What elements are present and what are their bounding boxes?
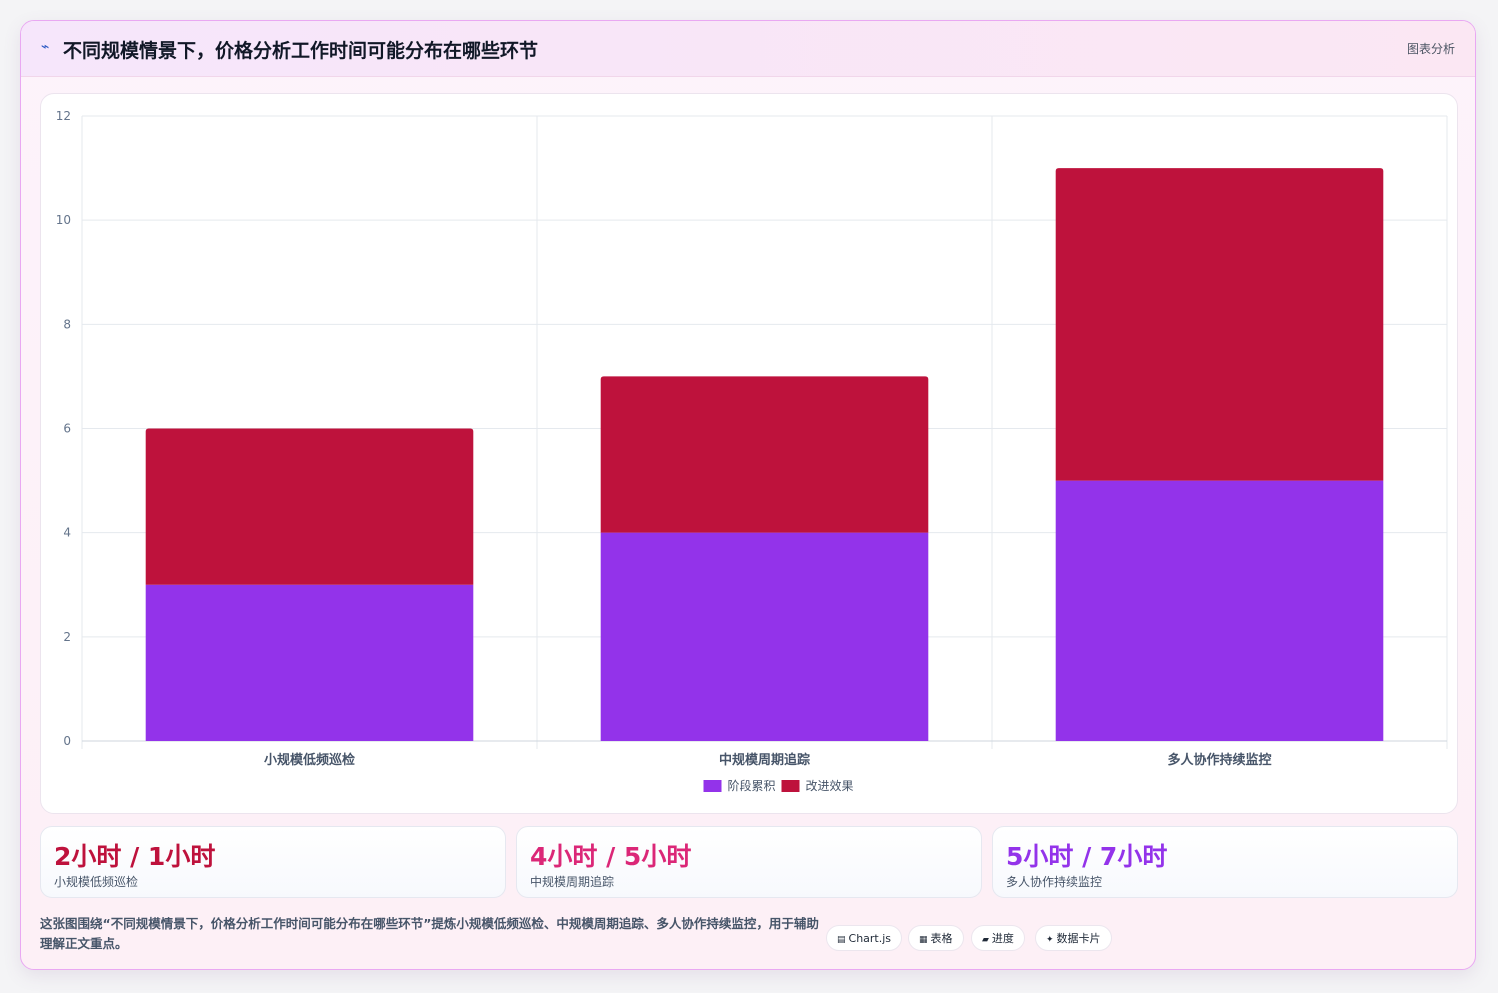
chart-title: 不同规模情景下，价格分析工作时间可能分布在哪些环节 bbox=[63, 40, 539, 62]
bar-segment bbox=[600, 532, 929, 741]
chip-table[interactable]: ▦ 表格 bbox=[908, 925, 964, 951]
chip-progress[interactable]: ▰ 进度 bbox=[971, 925, 1025, 951]
legend-label: 改进效果 bbox=[806, 778, 854, 793]
chart-logo-icon: ⌁ bbox=[41, 39, 50, 55]
legend-label: 阶段累积 bbox=[728, 778, 776, 793]
x-tick-label: 中规模周期追踪 bbox=[719, 752, 810, 768]
stat-card-large: 5小时 / 7小时 多人协作持续监控 bbox=[992, 826, 1458, 898]
sparkle-icon: ✦ bbox=[1046, 935, 1054, 945]
bar-segment bbox=[145, 584, 474, 741]
chart-card: ⌁ 不同规模情景下，价格分析工作时间可能分布在哪些环节 图表分析 0 2 4 6 8 10… bbox=[20, 20, 1476, 970]
stat-card-small: 2小时 / 1小时 小规模低频巡检 bbox=[40, 826, 506, 898]
x-tick-label: 多人协作持续监控 bbox=[1167, 752, 1271, 768]
table-icon: ▦ bbox=[919, 935, 928, 945]
chart-description: 这张图围绕“不同规模情景下，价格分析工作时间可能分布在哪些环节”提炼小规模低频巡… bbox=[40, 916, 819, 951]
chart-icon: ▤ bbox=[837, 935, 846, 945]
y-tick-label: 10 bbox=[56, 213, 71, 227]
y-tick-label: 0 bbox=[63, 734, 71, 748]
stat-card-medium: 4小时 / 5小时 中规模周期追踪 bbox=[516, 826, 982, 898]
legend-swatch bbox=[703, 780, 722, 792]
stat-value: 2小时 / 1小时 bbox=[54, 842, 216, 871]
stat-label: 中规模周期追踪 bbox=[530, 875, 615, 889]
y-tick-label: 6 bbox=[63, 422, 71, 436]
x-tick-label: 小规模低频巡检 bbox=[264, 752, 355, 768]
stat-cards: 2小时 / 1小时 小规模低频巡检 4小时 / 5小时 中规模周期追踪 5小时 … bbox=[40, 826, 1458, 898]
bar-segment bbox=[600, 376, 929, 533]
progress-icon: ▰ bbox=[982, 935, 989, 945]
y-tick-label: 4 bbox=[63, 526, 71, 540]
chip-label: Chart.js bbox=[848, 932, 892, 945]
chart-panel: 0 2 4 6 8 10 12 小规模低频巡检 中规模周期追踪 多人协作持续监控阶段累积 改进效果 bbox=[40, 93, 1458, 814]
stat-value: 4小时 / 5小时 bbox=[530, 842, 692, 871]
chip-label: 进度 bbox=[991, 932, 1014, 945]
legend-swatch bbox=[781, 780, 800, 792]
y-tick-label: 2 bbox=[63, 630, 71, 644]
y-tick-label: 12 bbox=[56, 109, 71, 123]
chart-category-tag: 图表分析 bbox=[1406, 42, 1455, 56]
chip-data-card[interactable]: ✦ 数据卡片 bbox=[1035, 925, 1112, 951]
stat-label: 小规模低频巡检 bbox=[54, 875, 139, 889]
stat-value: 5小时 / 7小时 bbox=[1006, 842, 1168, 871]
bar-segment bbox=[1055, 168, 1384, 481]
chip-chartjs[interactable]: ▤ Chart.js bbox=[826, 925, 903, 951]
y-tick-label: 8 bbox=[63, 317, 71, 331]
stat-label: 多人协作持续监控 bbox=[1006, 875, 1103, 889]
chip-label: 数据卡片 bbox=[1056, 932, 1101, 945]
bar-segment bbox=[145, 428, 474, 585]
card-header: ⌁ 不同规模情景下，价格分析工作时间可能分布在哪些环节 图表分析 bbox=[21, 21, 1475, 77]
chip-label: 表格 bbox=[930, 932, 953, 945]
bar-segment bbox=[1055, 480, 1384, 741]
